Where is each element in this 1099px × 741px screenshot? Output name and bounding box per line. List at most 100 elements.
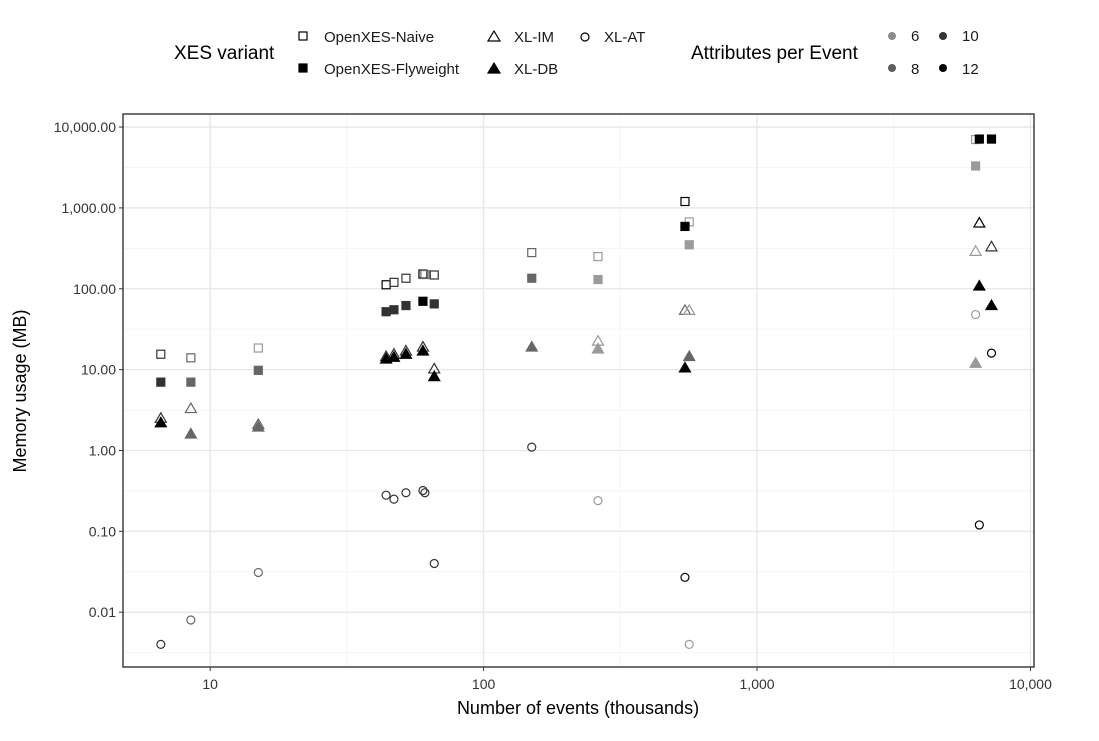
y-tick-label: 1.00 [89, 442, 116, 458]
legend-triangle-filled-icon [486, 61, 502, 74]
point-openxes-naive [593, 251, 603, 262]
legend-xes-variant: XES variant OpenXES-Naive OpenXES-Flywei… [174, 29, 645, 78]
point-xl-db [251, 420, 265, 432]
point-xl-at [680, 572, 690, 582]
legend-label-openxes-flyweight: OpenXES-Flyweight [324, 61, 460, 78]
point-xl-at [156, 639, 166, 649]
x-tick-label: 10,000 [1009, 676, 1052, 692]
x-tick-label: 10 [202, 676, 218, 692]
point-xl-at [381, 490, 391, 500]
point-openxes-flyweight [974, 134, 984, 144]
grid-minor [123, 114, 1034, 667]
point-openxes-flyweight [971, 161, 981, 171]
point-xl-db [678, 361, 692, 373]
point-xl-at [593, 495, 603, 506]
point-xl-at [986, 348, 997, 358]
y-tick-label: 0.01 [89, 604, 116, 620]
legend-label-attr-6: 6 [911, 28, 919, 45]
y-axis-ticks: 0.01 0.10 1.00 10.00 100.00 1,000.00 10,000.00 [54, 119, 123, 620]
legend-title-attributes: Attributes per Event [691, 43, 859, 64]
legend-entry-xl-im: XL-IM [486, 29, 554, 46]
legend-entry-openxes-flyweight: OpenXES-Flyweight [298, 61, 460, 78]
legend-label-attr-12: 12 [962, 61, 979, 78]
point-xl-db [984, 298, 999, 311]
x-tick-label: 100 [472, 676, 496, 692]
point-xl-at [401, 488, 411, 498]
y-tick-label: 1,000.00 [62, 200, 117, 216]
legend-attributes-per-event: Attributes per Event 6 8 10 12 [691, 28, 979, 78]
point-openxes-naive [401, 273, 411, 283]
point-openxes-flyweight [593, 274, 603, 285]
point-openxes-flyweight [684, 240, 694, 250]
point-xl-db [525, 340, 539, 352]
y-tick-label: 10.00 [81, 362, 116, 378]
point-xl-at [418, 485, 428, 496]
legend-dot-6-icon [888, 32, 896, 40]
point-xl-im [184, 401, 198, 414]
legend-entry-attr-10: 10 [939, 28, 979, 45]
legend-square-open-icon [298, 31, 308, 41]
point-xl-db [969, 356, 983, 368]
legend-entry-attr-12: 12 [939, 61, 979, 78]
point-openxes-flyweight [418, 296, 428, 306]
legend-dot-10-icon [939, 32, 947, 40]
point-xl-at [684, 639, 694, 649]
y-axis-label: Memory usage (MB) [10, 309, 30, 472]
point-openxes-flyweight [986, 134, 997, 144]
point-xl-at [527, 442, 537, 452]
legend-entry-attr-8: 8 [888, 61, 919, 78]
legend-dot-12-icon [939, 64, 947, 72]
point-xl-db [154, 416, 168, 428]
legend-entry-xl-at: XL-AT [580, 29, 645, 46]
point-openxes-naive [429, 270, 439, 280]
point-xl-db [399, 347, 413, 359]
grid-major [123, 114, 1034, 667]
legend-entry-attr-6: 6 [888, 28, 919, 45]
legend-label-xl-im: XL-IM [514, 29, 554, 46]
x-axis-label: Number of events (thousands) [457, 698, 699, 718]
point-xl-at [389, 494, 399, 504]
point-openxes-flyweight [253, 365, 263, 375]
point-openxes-naive [420, 269, 430, 280]
point-openxes-flyweight [429, 299, 439, 309]
point-openxes-naive [527, 248, 537, 258]
plot-border [122, 113, 1035, 668]
point-openxes-naive [156, 349, 166, 359]
legend-dot-8-icon [888, 64, 896, 72]
y-tick-label: 100.00 [73, 281, 116, 297]
x-axis-ticks: 10 100 1,000 10,000 [202, 667, 1052, 692]
point-openxes-flyweight [156, 377, 166, 387]
point-xl-im [984, 240, 999, 252]
point-openxes-flyweight [389, 305, 399, 315]
legend-entry-xl-db: XL-DB [486, 61, 558, 78]
point-openxes-flyweight [401, 300, 411, 311]
point-xl-at [971, 309, 981, 320]
legend-circle-open-icon [580, 32, 590, 42]
point-xl-db [387, 350, 401, 362]
y-tick-label: 0.10 [89, 523, 116, 539]
point-openxes-naive [680, 196, 690, 207]
legend-title-xes-variant: XES variant [174, 43, 275, 64]
data-points [154, 134, 999, 649]
x-tick-label: 1,000 [740, 676, 775, 692]
point-xl-at [429, 558, 439, 569]
point-openxes-flyweight [527, 273, 537, 283]
point-xl-at [253, 567, 263, 578]
point-openxes-flyweight [381, 307, 391, 317]
point-openxes-naive [186, 353, 196, 363]
legend-label-xl-at: XL-AT [604, 29, 645, 46]
legend-triangle-open-icon [486, 29, 502, 42]
legend-label-openxes-naive: OpenXES-Naive [324, 29, 434, 46]
point-xl-at [186, 615, 196, 625]
legend-square-filled-icon [298, 63, 308, 73]
point-openxes-naive [389, 277, 399, 287]
point-xl-db [184, 427, 198, 439]
point-xl-at [974, 520, 984, 530]
point-xl-db [591, 342, 605, 354]
point-xl-im [972, 216, 986, 228]
legend-label-attr-8: 8 [911, 61, 919, 78]
point-xl-im [969, 244, 983, 256]
point-xl-db [427, 369, 441, 382]
point-xl-db [682, 349, 696, 362]
